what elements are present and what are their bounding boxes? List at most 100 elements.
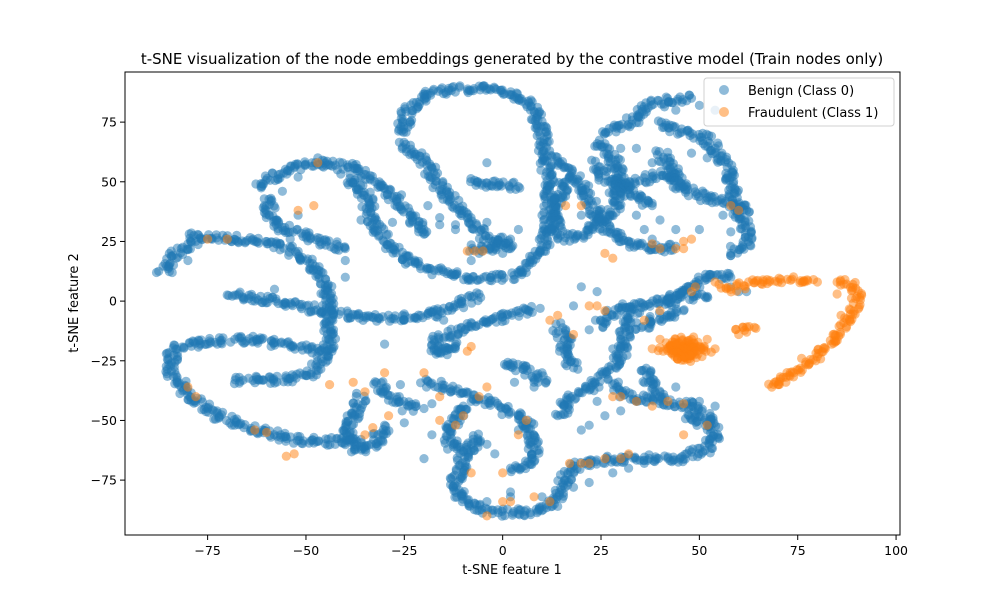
data-point xyxy=(470,246,480,256)
data-point xyxy=(553,501,563,511)
data-point xyxy=(224,290,234,301)
data-point xyxy=(614,201,625,211)
data-point xyxy=(541,377,551,387)
data-point xyxy=(840,275,850,285)
data-point xyxy=(647,158,657,168)
data-point xyxy=(673,129,683,139)
data-point xyxy=(396,113,406,123)
data-point xyxy=(694,396,705,406)
data-point xyxy=(587,155,597,165)
data-point xyxy=(378,312,388,322)
data-point xyxy=(217,339,227,349)
data-point xyxy=(436,186,446,196)
data-point xyxy=(616,406,626,416)
data-point xyxy=(639,458,649,468)
data-point xyxy=(450,270,460,280)
series-1 xyxy=(183,158,867,521)
data-point xyxy=(285,234,295,244)
data-point xyxy=(222,234,232,244)
data-point xyxy=(168,250,178,261)
legend-marker-fraudulent xyxy=(719,107,729,117)
data-point xyxy=(616,392,626,402)
data-point xyxy=(564,458,575,468)
data-point xyxy=(600,248,610,258)
data-point xyxy=(832,289,842,299)
data-point xyxy=(252,237,262,247)
data-point xyxy=(427,430,437,440)
data-point xyxy=(592,396,602,406)
data-point xyxy=(191,392,201,402)
data-point xyxy=(634,297,645,308)
data-point xyxy=(671,382,681,392)
x-tick-label: 25 xyxy=(593,543,609,558)
y-axis: −75 −50 −25 0 25 50 75 xyxy=(91,115,125,488)
legend: Benign (Class 0) Fraudulent (Class 1) xyxy=(703,77,895,127)
data-point xyxy=(437,380,447,390)
data-point xyxy=(773,277,783,287)
data-point xyxy=(321,346,331,356)
data-point xyxy=(289,449,299,459)
data-point xyxy=(480,231,491,241)
data-point xyxy=(507,268,517,278)
data-point xyxy=(397,205,407,215)
data-point xyxy=(624,463,634,473)
data-point xyxy=(718,210,728,220)
data-point xyxy=(820,344,830,354)
data-point xyxy=(298,370,308,380)
data-point xyxy=(686,334,697,344)
data-point xyxy=(380,368,390,378)
data-point xyxy=(679,244,689,254)
data-point xyxy=(655,244,665,254)
data-point xyxy=(595,224,605,234)
data-point xyxy=(513,430,524,440)
data-point xyxy=(301,227,311,237)
data-point xyxy=(568,482,579,492)
legend-label-fraudulent: Fraudulent (Class 1) xyxy=(748,106,878,121)
data-point xyxy=(250,378,260,388)
data-point xyxy=(537,492,547,502)
data-point xyxy=(535,303,545,313)
data-point xyxy=(348,419,359,429)
data-point xyxy=(631,143,642,153)
data-point xyxy=(671,244,681,254)
data-point xyxy=(725,241,736,251)
data-point xyxy=(625,331,635,341)
data-point xyxy=(653,116,664,126)
data-point xyxy=(308,372,318,382)
data-point xyxy=(616,143,626,153)
data-point xyxy=(419,224,429,235)
data-point xyxy=(482,497,492,507)
data-point xyxy=(302,256,312,266)
data-point xyxy=(242,235,252,246)
data-point xyxy=(647,201,657,211)
data-point xyxy=(828,329,838,340)
data-point xyxy=(498,468,508,478)
data-point xyxy=(655,215,665,225)
data-point xyxy=(401,107,411,117)
data-point xyxy=(679,236,689,246)
data-point xyxy=(686,93,697,103)
data-point xyxy=(655,392,665,402)
data-point xyxy=(435,220,445,230)
data-point xyxy=(545,315,555,325)
data-point xyxy=(600,306,610,316)
data-point xyxy=(474,289,484,299)
data-point xyxy=(462,388,472,399)
data-point xyxy=(522,102,532,112)
data-point xyxy=(663,396,673,406)
data-point xyxy=(450,224,461,235)
data-point xyxy=(664,298,675,308)
data-point xyxy=(446,85,456,96)
data-point xyxy=(836,310,846,320)
data-point xyxy=(723,282,733,292)
data-point xyxy=(589,386,599,396)
data-point xyxy=(415,159,425,169)
data-point xyxy=(624,449,634,459)
data-point xyxy=(622,350,632,360)
data-point xyxy=(445,473,455,483)
data-point xyxy=(350,410,360,420)
y-tick-label: 50 xyxy=(101,174,117,189)
data-point xyxy=(797,353,807,363)
data-point xyxy=(399,315,409,325)
data-point xyxy=(340,272,350,282)
